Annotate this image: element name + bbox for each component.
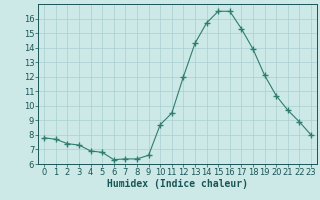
X-axis label: Humidex (Indice chaleur): Humidex (Indice chaleur) bbox=[107, 179, 248, 189]
